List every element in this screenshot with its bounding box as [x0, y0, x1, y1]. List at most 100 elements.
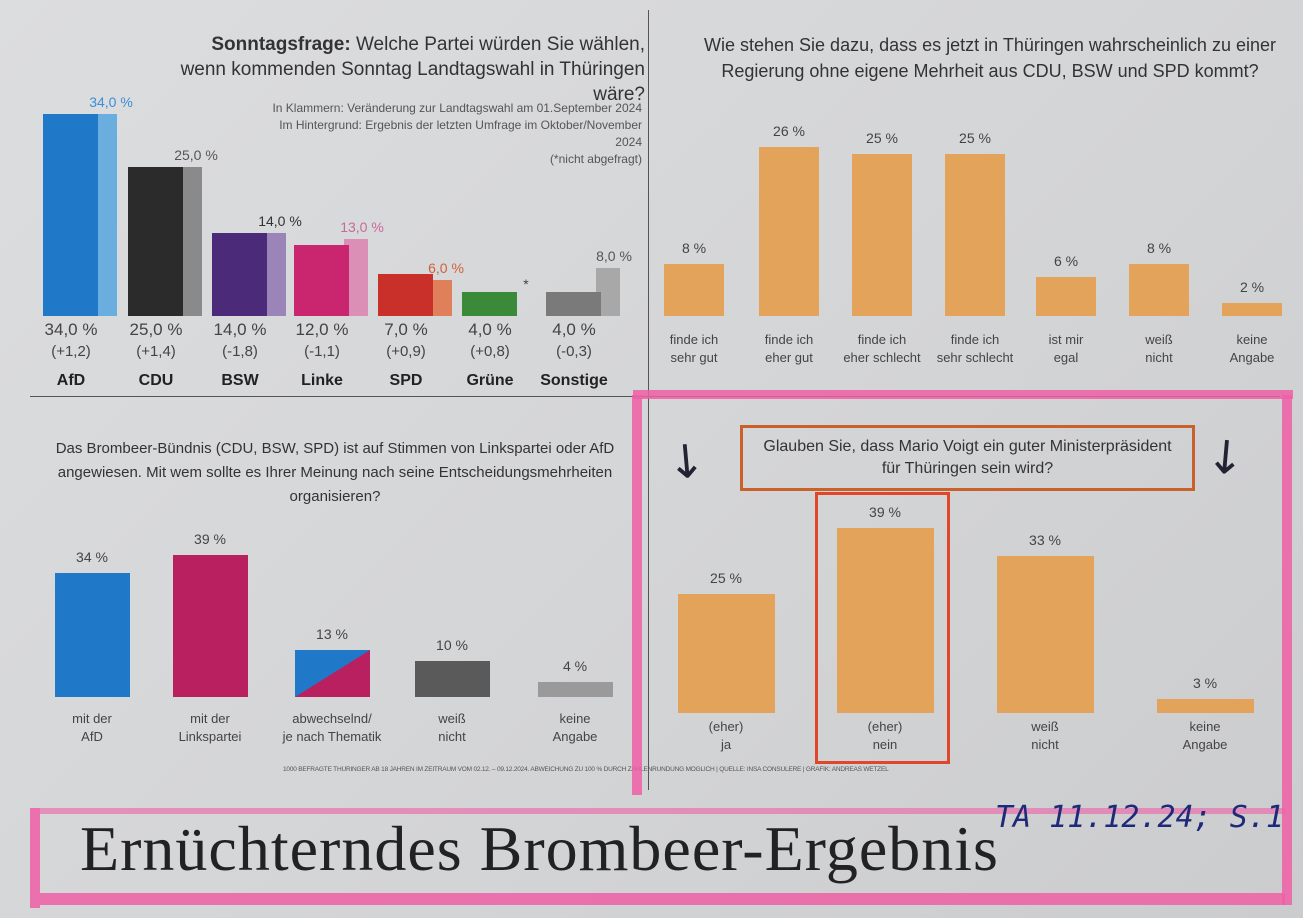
highlight-box-nein: [815, 492, 950, 764]
change-label: (-1,1): [304, 343, 340, 360]
vertical-divider: [648, 10, 649, 790]
highlight-stroke: [30, 808, 40, 908]
bar-previous-label: 8,0 %: [596, 248, 632, 265]
category-label: keine Angabe: [1182, 719, 1228, 752]
category-label: finde ich eher schlecht: [843, 332, 921, 365]
note-3: (*nicht abgefragt): [549, 152, 642, 166]
value-label: 25,0 %: [129, 320, 183, 339]
category-label: ist mir egal: [1048, 332, 1084, 365]
bar: [294, 649, 370, 697]
value-label: 34 %: [76, 549, 108, 566]
note-2: Im Hintergrund: Ergebnis der letzten Umf…: [279, 118, 642, 149]
bar-current: [212, 232, 267, 316]
change-label: (+0,8): [470, 343, 510, 360]
party-label: Sonstige: [540, 372, 608, 389]
category-label: weiß nicht: [438, 711, 466, 744]
category-label: finde ich eher gut: [764, 332, 814, 365]
note-1: In Klammern: Veränderung zur Landtagswah…: [272, 101, 642, 115]
value-label: 4 %: [562, 658, 588, 675]
bar-current: [462, 292, 517, 316]
arrow-right-icon: ↙: [1192, 422, 1256, 488]
chart3-title: Das Brombeer-Bündnis (CDU, BSW, SPD) ist…: [55, 440, 615, 505]
bar-previous-label: 14,0 %: [258, 212, 302, 229]
bar: [1156, 698, 1254, 713]
value-label: 34,0 %: [44, 320, 98, 339]
value-label: 7,0 %: [384, 320, 428, 339]
value-label: 6 %: [1053, 253, 1079, 269]
bar-current: [43, 113, 98, 316]
chart1-notes: In Klammern: Veränderung zur Landtagswah…: [250, 100, 642, 168]
category-label: (eher) ja: [708, 719, 744, 752]
bar: [945, 153, 1005, 316]
value-label: 25 %: [710, 570, 742, 587]
bar: [537, 682, 613, 697]
category-label: finde ich sehr gut: [669, 332, 719, 365]
category-label: weiß nicht: [1031, 719, 1059, 752]
bar: [852, 153, 912, 316]
category-label: (eher) nein: [867, 719, 903, 752]
change-label: (+0,9): [386, 343, 426, 360]
category-label: weiß nicht: [1145, 332, 1173, 365]
category-label: keine Angabe: [552, 711, 598, 744]
source-line: 1000 BEFRAGTE THÜRINGER AB 18 JAHREN IM …: [283, 766, 889, 773]
value-label: 3 %: [1192, 674, 1218, 691]
party-label: SPD: [389, 372, 423, 389]
highlight-stroke: [633, 390, 1293, 399]
highlight-stroke: [40, 808, 1285, 814]
value-label: 8 %: [681, 240, 707, 256]
party-label: Grüne: [466, 372, 514, 389]
handwritten-note: TA 11.12.24; S.1: [995, 800, 1284, 835]
bar: [664, 264, 724, 316]
bar: [759, 147, 819, 316]
chart4-title: Glauben Sie, dass Mario Voigt ein guter …: [740, 425, 1195, 491]
chart2-title: Wie stehen Sie dazu, dass es jetzt in Th…: [704, 35, 1276, 81]
value-label: 26 %: [773, 123, 805, 139]
party-label: CDU: [138, 372, 174, 389]
value-label: 25 %: [959, 129, 991, 146]
value-label: 13 %: [316, 625, 348, 642]
arrow-left-icon: ↘: [655, 426, 719, 492]
highlight-stroke: [40, 893, 1285, 905]
bar-current: [294, 244, 349, 316]
party-label: Linke: [301, 372, 343, 389]
value-label: 39 %: [869, 503, 901, 520]
not-asked-marker: *: [523, 276, 529, 292]
value-label: 25 %: [866, 129, 898, 146]
category-label: finde ich sehr schlecht: [936, 332, 1014, 365]
value-label: 2 %: [1239, 279, 1265, 295]
category-label: mit der Linkspartei: [178, 711, 242, 744]
value-label: 4,0 %: [468, 320, 512, 339]
bar: [414, 660, 490, 697]
bar: [1036, 277, 1096, 316]
change-label: (+1,2): [51, 343, 91, 360]
bar: [836, 527, 934, 713]
value-label: 8 %: [1146, 240, 1172, 256]
value-label: 33 %: [1029, 532, 1061, 549]
bar: [1222, 303, 1282, 316]
bar-previous-label: 34,0 %: [89, 93, 133, 110]
bar-current: [546, 292, 601, 316]
party-label: BSW: [221, 372, 259, 389]
highlight-stroke: [1282, 395, 1292, 905]
value-label: 10 %: [436, 636, 468, 653]
value-label: 39 %: [194, 531, 226, 548]
chart1-title-text: Welche Partei würden Sie wählen, wenn ko…: [180, 34, 645, 105]
bar: [996, 556, 1094, 713]
bar: [677, 594, 775, 713]
chart1-title-line: Sonntagsfrage: Welche Partei würden Sie …: [170, 32, 645, 107]
bar-previous-label: 13,0 %: [340, 218, 384, 235]
change-label: (-0,3): [556, 343, 592, 360]
value-label: 12,0 %: [295, 320, 349, 339]
category-label: mit der AfD: [72, 711, 112, 744]
change-label: (+1,4): [136, 343, 176, 360]
bar-current: [128, 167, 183, 316]
party-label: AfD: [56, 372, 86, 389]
change-label: (-1,8): [222, 343, 258, 360]
highlight-stroke: [632, 395, 642, 795]
bar: [172, 555, 248, 697]
bar: [54, 573, 130, 697]
bar: [1129, 264, 1189, 316]
chart1-title: Sonntagsfrage: Welche Partei würden Sie …: [170, 32, 645, 107]
value-label: 14,0 %: [213, 320, 267, 339]
